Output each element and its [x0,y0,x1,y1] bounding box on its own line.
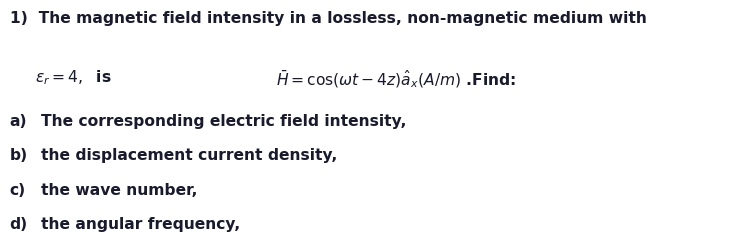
Text: $\bar{H} = \cos(\omega t - 4z)\hat{a}_{x}(A/m)$ .Find:: $\bar{H} = \cos(\omega t - 4z)\hat{a}_{x… [276,69,517,90]
Text: b): b) [10,148,28,163]
Text: the angular frequency,: the angular frequency, [41,217,241,232]
Text: $\varepsilon_{r}$$= 4,$  is: $\varepsilon_{r}$$= 4,$ is [35,69,112,87]
Text: The corresponding electric field intensity,: The corresponding electric field intensi… [41,114,406,129]
Text: a): a) [10,114,28,129]
Text: 1)  The magnetic field intensity in a lossless, non-magnetic medium with: 1) The magnetic field intensity in a los… [10,11,647,26]
Text: d): d) [10,217,28,232]
Text: the displacement current density,: the displacement current density, [41,148,338,163]
Text: c): c) [10,183,26,197]
Text: the wave number,: the wave number, [41,183,198,197]
